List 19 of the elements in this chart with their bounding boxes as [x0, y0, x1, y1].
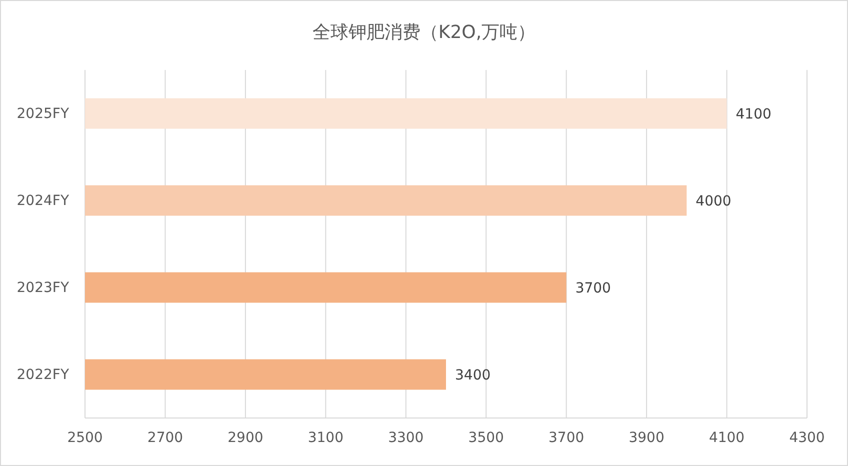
data-label: 4100	[736, 106, 772, 122]
x-tick-label: 2900	[228, 430, 264, 446]
x-tick-label: 3100	[308, 430, 344, 446]
chart-title: 全球钾肥消费（K2O,万吨）	[312, 22, 536, 43]
data-label: 4000	[696, 193, 732, 210]
x-tick-label: 3300	[388, 430, 424, 446]
x-tick-label: 3500	[468, 430, 504, 446]
x-tick-label: 2500	[67, 430, 103, 446]
x-tick-label: 3900	[628, 430, 664, 446]
x-tick-label: 3700	[548, 430, 584, 446]
x-tick-label: 2700	[147, 430, 184, 446]
y-tick-label: 2022FY	[16, 366, 70, 383]
data-label: 3400	[455, 367, 491, 384]
data-label: 3700	[575, 280, 611, 296]
y-tick-label: 2025FY	[16, 106, 70, 122]
x-tick-label: 4300	[789, 430, 825, 446]
y-tick-label: 2024FY	[16, 192, 70, 209]
y-tick-label: 2023FY	[16, 280, 70, 296]
x-tick-label: 4100	[708, 430, 745, 446]
